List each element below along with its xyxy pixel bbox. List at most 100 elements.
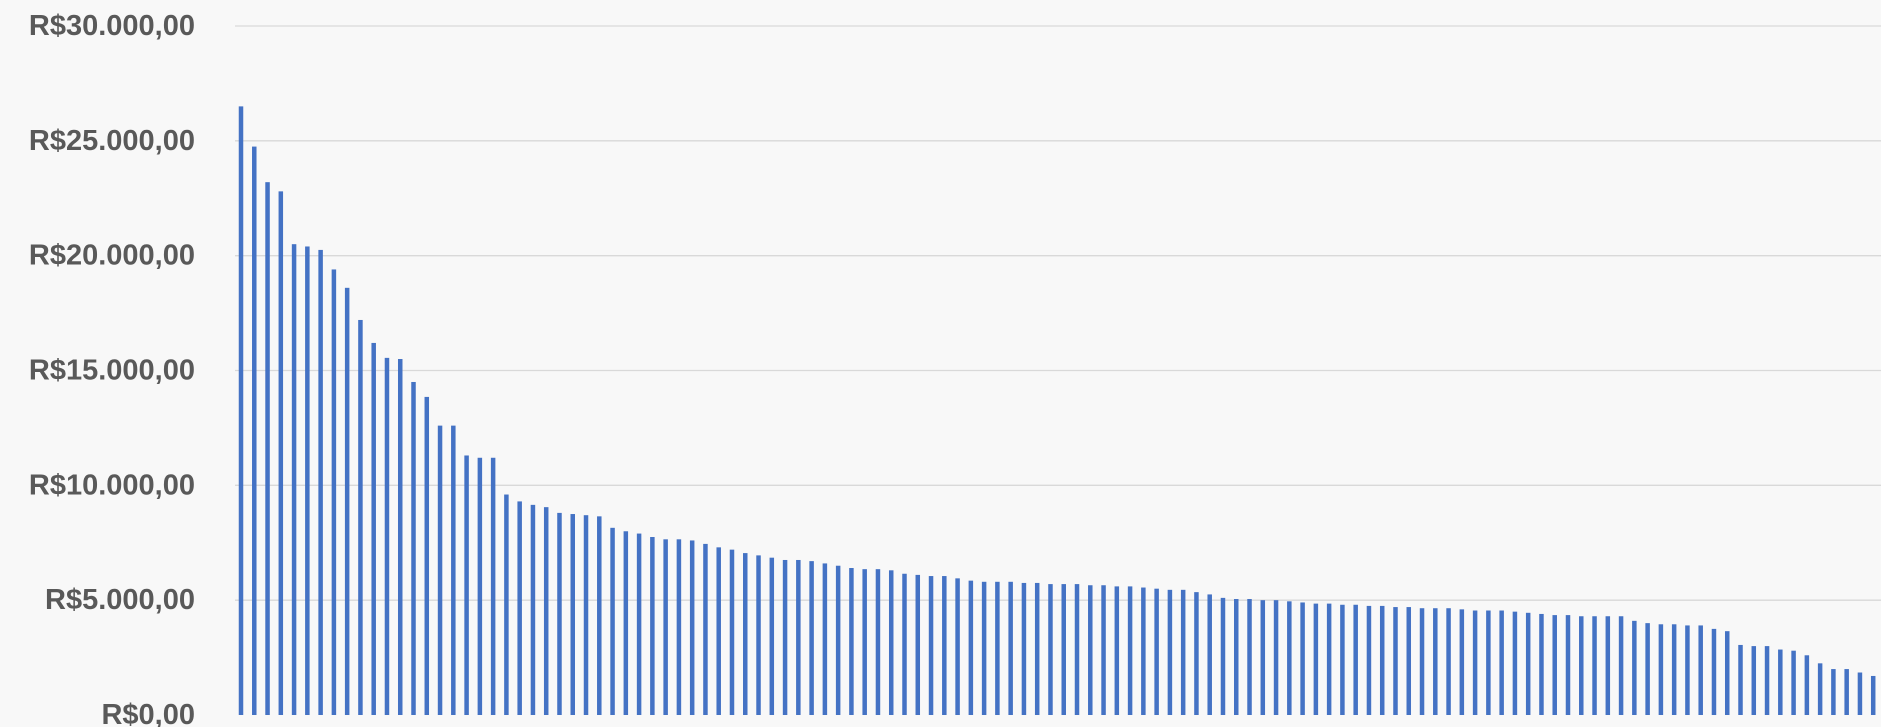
bar [1711, 628, 1717, 716]
bar [955, 578, 960, 715]
bar [1300, 602, 1305, 715]
bar [318, 249, 323, 716]
bar [371, 342, 376, 715]
bar [915, 574, 921, 715]
bar [451, 425, 456, 715]
bar [769, 557, 775, 715]
gridlines [235, 25, 1881, 601]
bar [1127, 586, 1133, 715]
bar [1552, 615, 1557, 715]
bar [796, 559, 801, 715]
y-tick-label: R$0,00 [101, 699, 195, 727]
bar [1194, 592, 1199, 715]
bar [1220, 597, 1226, 715]
bar [1671, 624, 1677, 715]
bar [1154, 588, 1159, 715]
bar [1340, 604, 1345, 715]
bar [1486, 610, 1491, 715]
y-tick-label: R$20.000,00 [29, 240, 195, 272]
bar [1778, 649, 1783, 715]
y-tick-label: R$15.000,00 [29, 355, 195, 387]
bar [1287, 601, 1292, 715]
bar [1379, 605, 1385, 715]
bar [530, 504, 536, 715]
bar [902, 573, 907, 715]
bar [543, 507, 549, 715]
bar [1247, 599, 1252, 715]
bar [1167, 589, 1173, 715]
bar [1658, 624, 1664, 715]
bar [1393, 607, 1398, 715]
bar [782, 559, 788, 715]
bar [331, 269, 337, 715]
bar [1817, 663, 1823, 715]
bar [437, 425, 443, 715]
bar [650, 537, 655, 715]
bar [822, 563, 828, 715]
bar [1180, 589, 1186, 715]
bar [703, 543, 708, 715]
bar [1791, 650, 1796, 715]
bar [1008, 581, 1013, 715]
bar [1844, 669, 1849, 715]
bar [1870, 675, 1876, 715]
bar [1419, 608, 1425, 715]
bar [1433, 608, 1438, 715]
bar [1234, 599, 1239, 715]
bar [1061, 584, 1066, 715]
bar [1525, 612, 1531, 715]
bar [1579, 616, 1584, 715]
y-tick-label: R$10.000,00 [29, 469, 195, 501]
y-tick-label: R$25.000,00 [29, 125, 195, 157]
bar [1260, 600, 1266, 715]
bar [1751, 646, 1757, 715]
bar [1472, 610, 1478, 715]
bar [862, 569, 867, 715]
bar [1764, 646, 1770, 715]
bar [1685, 625, 1690, 715]
bar [1048, 584, 1053, 715]
bar [1406, 607, 1412, 715]
bar [1632, 620, 1637, 715]
bar [1366, 605, 1372, 715]
bar [597, 516, 602, 715]
bar [1074, 584, 1080, 715]
bar [1088, 585, 1093, 715]
bar [477, 457, 483, 715]
bar [1645, 623, 1650, 715]
bar [1857, 672, 1863, 715]
bar [995, 581, 1000, 715]
bar [238, 106, 244, 715]
bar [1592, 616, 1597, 715]
bars [238, 106, 1876, 716]
bar [1313, 603, 1319, 715]
bar [1101, 585, 1106, 715]
bar [464, 455, 469, 715]
bar [663, 539, 668, 715]
bar [676, 539, 682, 715]
bar [1353, 604, 1358, 715]
bar [756, 555, 761, 715]
bar [1446, 608, 1451, 715]
bar [1539, 613, 1544, 715]
bar [743, 553, 748, 715]
bar [1565, 615, 1571, 715]
bar [504, 494, 509, 715]
bar [265, 182, 270, 716]
bar [875, 569, 881, 715]
bar [358, 319, 363, 715]
bar [888, 570, 894, 715]
bar [305, 246, 310, 716]
bar [1724, 631, 1730, 715]
bar [928, 576, 934, 715]
bar [517, 501, 522, 715]
bar [1698, 625, 1703, 715]
bar [1831, 669, 1836, 715]
y-axis-tick-labels: R$0,00 R$5.000,00 R$10.000,00 R$15.000,00 R$… [29, 10, 195, 727]
bar [623, 531, 629, 715]
bar [1459, 609, 1465, 715]
bar [1738, 644, 1743, 715]
bar [1605, 616, 1611, 715]
bar [397, 359, 403, 715]
